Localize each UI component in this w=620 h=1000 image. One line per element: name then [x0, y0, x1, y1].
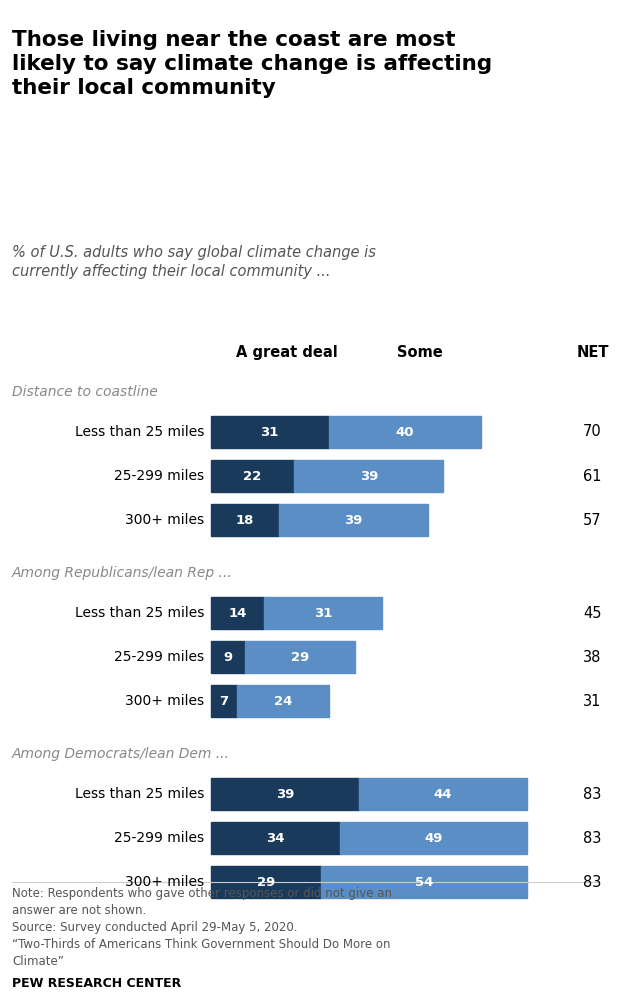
Text: 54: 54 [415, 876, 433, 889]
Text: 45: 45 [583, 606, 601, 621]
FancyBboxPatch shape [294, 460, 443, 492]
FancyBboxPatch shape [211, 685, 237, 717]
Text: 24: 24 [274, 695, 292, 708]
FancyBboxPatch shape [211, 822, 340, 854]
Text: Less than 25 miles: Less than 25 miles [75, 425, 205, 439]
FancyBboxPatch shape [340, 822, 527, 854]
Text: 34: 34 [266, 832, 285, 845]
Text: 29: 29 [291, 651, 309, 664]
Text: 31: 31 [260, 426, 279, 438]
Text: 9: 9 [223, 651, 232, 664]
Text: 83: 83 [583, 831, 601, 846]
Text: 300+ miles: 300+ miles [125, 694, 205, 708]
Text: 14: 14 [228, 607, 247, 620]
Text: 39: 39 [360, 470, 378, 483]
Text: 300+ miles: 300+ miles [125, 875, 205, 889]
FancyBboxPatch shape [211, 597, 264, 629]
Text: 18: 18 [236, 514, 254, 527]
Text: 25-299 miles: 25-299 miles [115, 469, 205, 483]
FancyBboxPatch shape [237, 685, 329, 717]
Text: 38: 38 [583, 650, 601, 665]
Text: Distance to coastline: Distance to coastline [12, 385, 158, 399]
Text: 22: 22 [244, 470, 262, 483]
Text: 49: 49 [424, 832, 443, 845]
Text: 44: 44 [434, 788, 452, 801]
Text: 61: 61 [583, 469, 601, 484]
FancyBboxPatch shape [279, 504, 428, 536]
Text: 83: 83 [583, 787, 601, 802]
Text: Less than 25 miles: Less than 25 miles [75, 787, 205, 801]
Text: % of U.S. adults who say global climate change is
currently affecting their loca: % of U.S. adults who say global climate … [12, 245, 376, 279]
Text: Among Republicans/lean Rep ...: Among Republicans/lean Rep ... [12, 566, 233, 580]
Text: 25-299 miles: 25-299 miles [115, 831, 205, 845]
Text: 83: 83 [583, 875, 601, 890]
Text: 31: 31 [314, 607, 332, 620]
Text: Some: Some [397, 345, 443, 360]
Text: 29: 29 [257, 876, 275, 889]
Text: 39: 39 [276, 788, 294, 801]
FancyBboxPatch shape [211, 504, 279, 536]
FancyBboxPatch shape [211, 866, 321, 898]
Text: 7: 7 [219, 695, 229, 708]
Text: PEW RESEARCH CENTER: PEW RESEARCH CENTER [12, 977, 182, 990]
Text: Among Democrats/lean Dem ...: Among Democrats/lean Dem ... [12, 747, 230, 761]
FancyBboxPatch shape [211, 460, 294, 492]
Text: 57: 57 [583, 513, 602, 528]
Text: 39: 39 [344, 514, 363, 527]
FancyBboxPatch shape [359, 778, 527, 810]
Text: Note: Respondents who gave other responses or did not give an
answer are not sho: Note: Respondents who gave other respons… [12, 887, 392, 968]
Text: Those living near the coast are most
likely to say climate change is affecting
t: Those living near the coast are most lik… [12, 30, 492, 98]
Text: NET: NET [576, 345, 609, 360]
FancyBboxPatch shape [211, 416, 329, 448]
FancyBboxPatch shape [211, 778, 359, 810]
Text: 300+ miles: 300+ miles [125, 513, 205, 527]
Text: 31: 31 [583, 694, 601, 709]
FancyBboxPatch shape [245, 641, 355, 673]
FancyBboxPatch shape [264, 597, 382, 629]
Text: A great deal: A great deal [236, 345, 338, 360]
Text: 70: 70 [583, 424, 602, 440]
FancyBboxPatch shape [321, 866, 527, 898]
FancyBboxPatch shape [329, 416, 481, 448]
Text: 25-299 miles: 25-299 miles [115, 650, 205, 664]
Text: Less than 25 miles: Less than 25 miles [75, 606, 205, 620]
Text: 40: 40 [396, 426, 414, 438]
FancyBboxPatch shape [211, 641, 245, 673]
